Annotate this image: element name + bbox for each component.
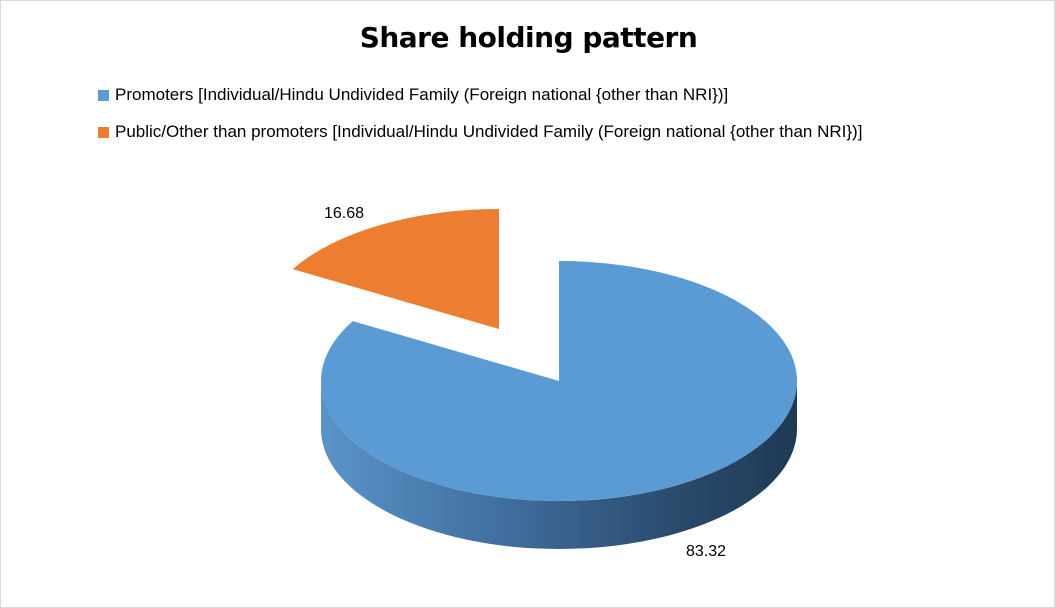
legend-swatch-promoters: [98, 89, 109, 101]
pie-side-promoters: [321, 381, 797, 549]
chart-title: Share holding pattern: [359, 21, 698, 54]
legend: Promoters [Individual/Hindu Undivided Fa…: [98, 85, 862, 159]
legend-item-public: Public/Other than promoters [Individual/…: [98, 122, 862, 142]
pie-slice-promoters: [321, 261, 797, 501]
legend-label-public: Public/Other than promoters [Individual/…: [115, 122, 863, 141]
legend-swatch-public: [98, 126, 109, 138]
legend-label-promoters: Promoters [Individual/Hindu Undivided Fa…: [115, 85, 729, 104]
legend-item-promoters: Promoters [Individual/Hindu Undivided Fa…: [98, 85, 862, 105]
data-label-promoters: 83.32: [686, 543, 726, 560]
data-label-public: 16.68: [324, 205, 364, 222]
pie-slice-public: [292, 209, 499, 329]
